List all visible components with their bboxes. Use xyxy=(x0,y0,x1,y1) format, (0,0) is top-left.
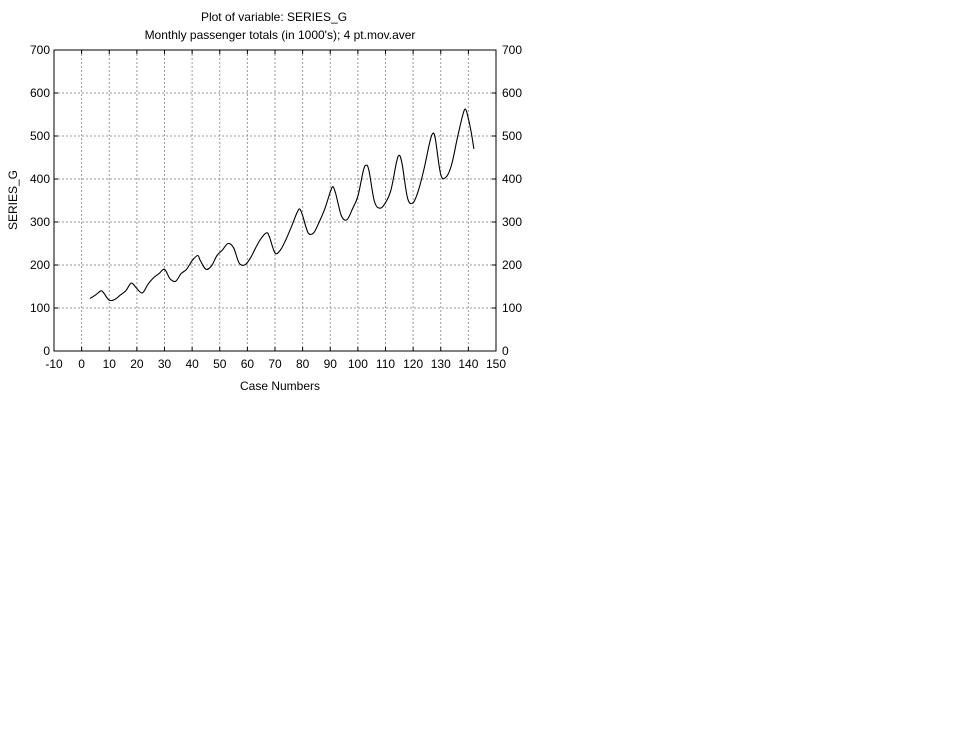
grid xyxy=(54,50,496,351)
series-line xyxy=(89,108,475,302)
y-tick-label-right: 300 xyxy=(502,215,522,229)
y-tick-label-right: 700 xyxy=(502,43,522,57)
x-axis: -10 0 10 20 30 40 50 60 70 80 90 100 110 120 130 140 150 xyxy=(45,50,506,371)
x-tick-label: 100 xyxy=(348,357,368,371)
y-tick-label-right: 600 xyxy=(502,86,522,100)
x-tick-label: 120 xyxy=(403,357,423,371)
y-axis-label: SERIES_G xyxy=(6,170,20,230)
y-tick-label-left: 300 xyxy=(30,215,50,229)
y-tick-label-left: 200 xyxy=(30,258,50,272)
y-tick-label-left: 500 xyxy=(30,129,50,143)
y-tick-label-right: 200 xyxy=(502,258,522,272)
x-tick-label: 130 xyxy=(431,357,451,371)
y-tick-label-right: 0 xyxy=(502,344,509,358)
y-tick-label-right: 500 xyxy=(502,129,522,143)
chart-title: Plot of variable: SERIES_G xyxy=(201,10,347,24)
x-tick-label: 10 xyxy=(103,357,117,371)
y-axis-right: 0 100 200 300 400 500 600 700 xyxy=(492,43,522,358)
y-axis-left: 0 100 200 300 400 500 600 700 xyxy=(30,43,58,358)
x-tick-label: 150 xyxy=(486,357,506,371)
x-tick-label: 90 xyxy=(324,357,338,371)
y-tick-label-right: 400 xyxy=(502,172,522,186)
y-tick-label-left: 0 xyxy=(43,344,50,358)
x-tick-label: -10 xyxy=(45,357,63,371)
x-tick-label: 30 xyxy=(158,357,172,371)
x-tick-label: 140 xyxy=(458,357,478,371)
chart-subtitle: Monthly passenger totals (in 1000's); 4 … xyxy=(145,28,416,42)
y-tick-label-left: 400 xyxy=(30,172,50,186)
x-tick-label: 80 xyxy=(296,357,310,371)
x-tick-label: 50 xyxy=(213,357,227,371)
y-tick-label-left: 600 xyxy=(30,86,50,100)
x-tick-label: 60 xyxy=(241,357,255,371)
x-tick-label: 70 xyxy=(268,357,282,371)
x-tick-label: 40 xyxy=(185,357,199,371)
x-tick-label: 110 xyxy=(376,357,395,371)
y-tick-label-right: 100 xyxy=(502,301,522,315)
x-tick-label: 20 xyxy=(130,357,144,371)
x-axis-label: Case Numbers xyxy=(240,379,320,393)
x-tick-label: 0 xyxy=(78,357,85,371)
y-tick-label-left: 700 xyxy=(30,43,50,57)
y-tick-label-left: 100 xyxy=(30,301,50,315)
